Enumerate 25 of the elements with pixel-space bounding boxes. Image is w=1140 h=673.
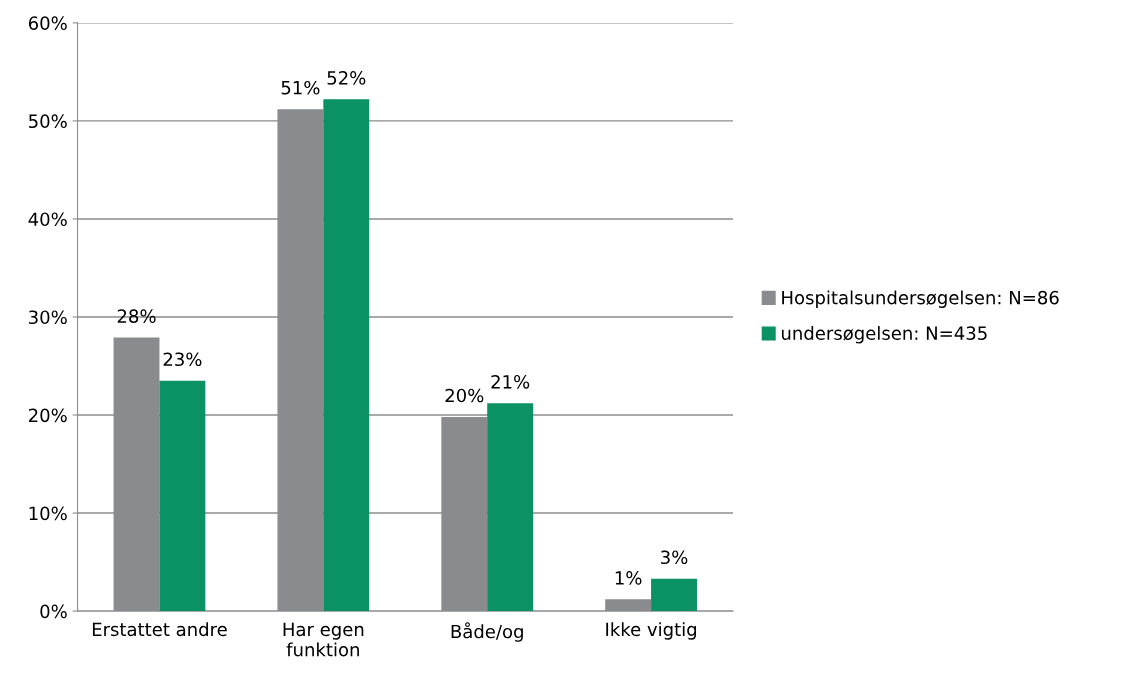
bar bbox=[651, 578, 697, 612]
y-tick-label: 50% bbox=[29, 114, 67, 129]
data-label: 1% bbox=[615, 571, 642, 585]
bar bbox=[487, 403, 534, 612]
bar bbox=[323, 99, 370, 612]
data-label: 23% bbox=[163, 352, 202, 367]
legend-label: undersøgelsen: N=435 bbox=[781, 326, 987, 344]
y-tick-label: 40% bbox=[28, 212, 67, 227]
data-label: 51% bbox=[281, 80, 320, 95]
data-label: 52% bbox=[327, 71, 366, 85]
x-tick-label: Både/og bbox=[451, 622, 523, 642]
y-tick-label: 0% bbox=[40, 604, 67, 619]
data-label: 20% bbox=[445, 388, 484, 403]
y-tick-label: 10% bbox=[29, 506, 67, 521]
y-tick-label: 60% bbox=[28, 16, 67, 30]
x-tick-label: Har egen funktion bbox=[283, 622, 364, 657]
data-label: 21% bbox=[491, 374, 530, 389]
data-label: 28% bbox=[117, 309, 156, 323]
y-tick-label: 20% bbox=[28, 408, 67, 423]
data-label: 3% bbox=[661, 550, 688, 565]
x-tick-label: Erstattet andre bbox=[92, 622, 227, 637]
x-tick-label: Ikke vigtig bbox=[606, 622, 697, 640]
bar bbox=[159, 380, 206, 612]
y-tick-label: 30% bbox=[29, 310, 67, 325]
legend-label: Hospitalsundersøgelsen: N=86 bbox=[782, 290, 1059, 308]
